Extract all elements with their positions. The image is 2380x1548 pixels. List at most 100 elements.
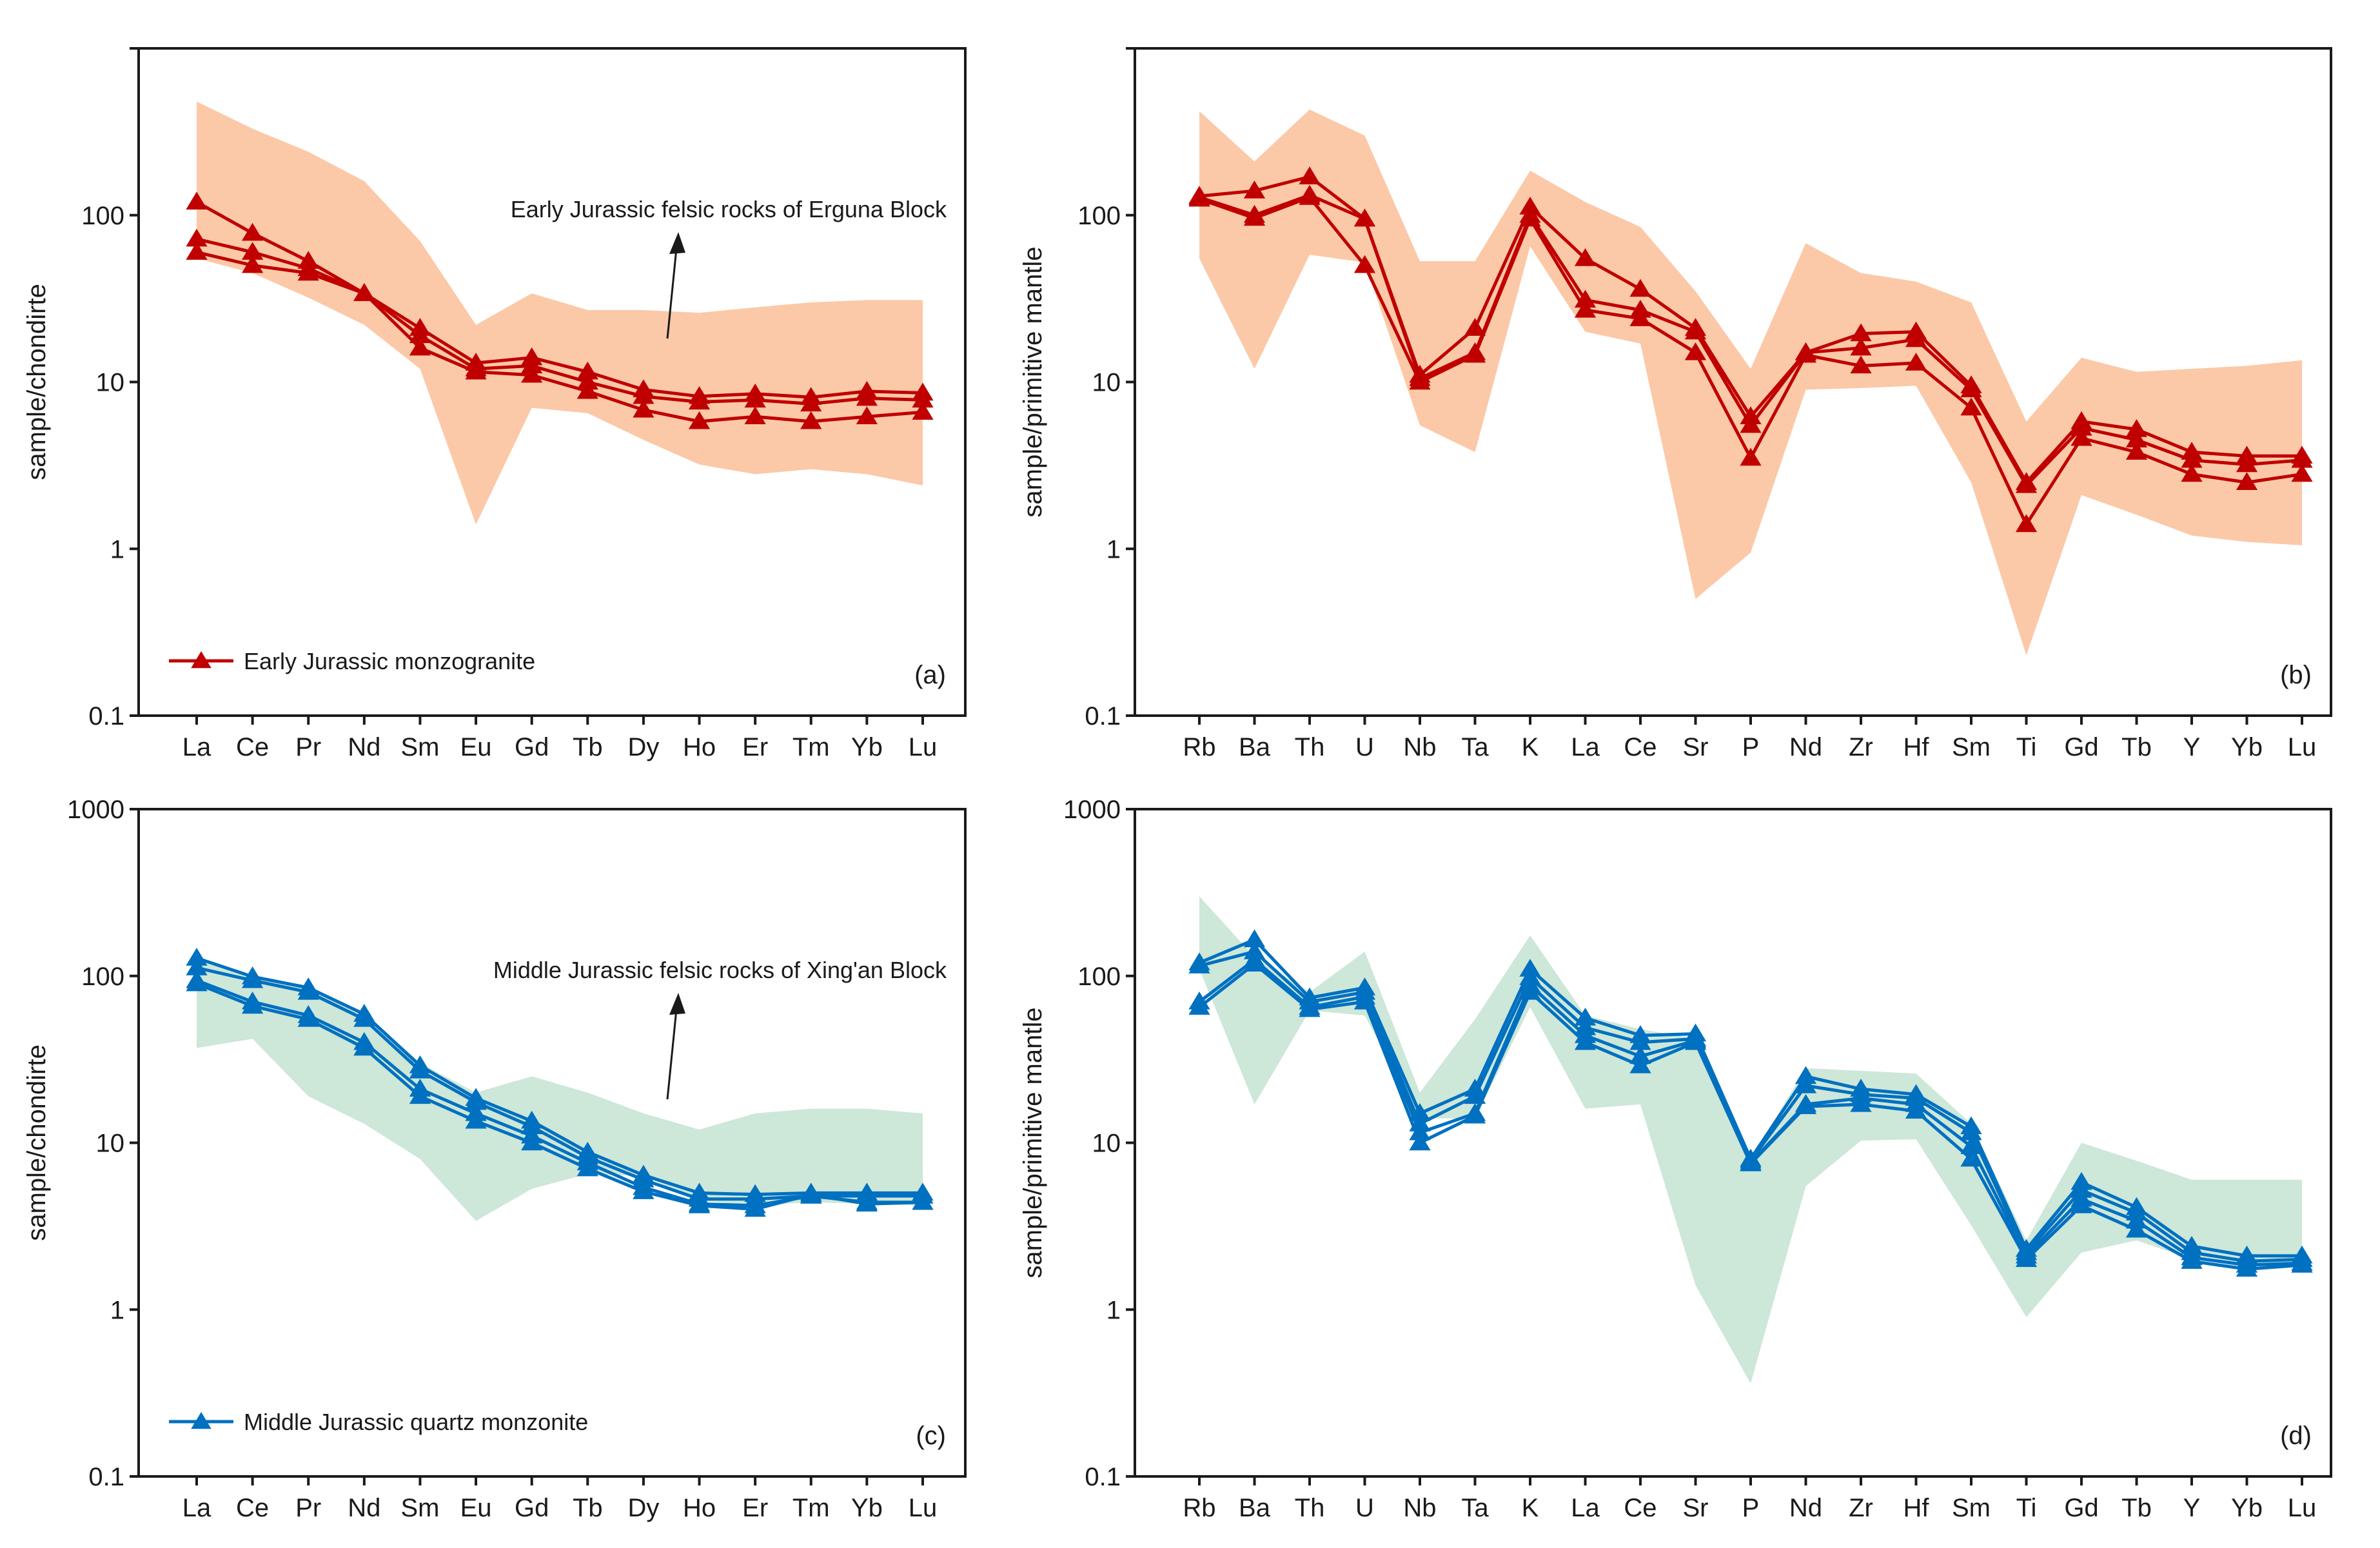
- x-tick-label: Ti: [2016, 733, 2037, 761]
- x-tick-label: Ce: [236, 1494, 269, 1522]
- x-tick-label: Lu: [2288, 1494, 2317, 1522]
- data-point-marker: [409, 337, 431, 356]
- x-tick-label: Y: [2183, 733, 2201, 761]
- data-point-marker: [1905, 1101, 1927, 1119]
- data-point-marker: [2125, 1219, 2148, 1238]
- data-point-marker: [1243, 208, 1266, 226]
- annotation-arrow-shaft: [666, 248, 678, 339]
- data-point-marker: [186, 191, 208, 210]
- data-point-marker: [2181, 1251, 2203, 1269]
- y-tick-label: 1: [110, 1296, 124, 1324]
- data-point-marker: [800, 393, 822, 412]
- x-tick-label: Hf: [1903, 733, 1930, 761]
- data-point-marker: [744, 406, 766, 424]
- x-tick-label: Nb: [1403, 733, 1436, 761]
- data-point-marker: [241, 995, 264, 1014]
- data-point-marker: [688, 391, 711, 410]
- data-point-marker: [1353, 208, 1376, 227]
- x-tick-label: Tb: [2121, 733, 2152, 761]
- x-tick-label: Zr: [1849, 1494, 1873, 1522]
- annotation-text: Early Jurassic felsic rocks of Erguna Bl…: [511, 196, 947, 222]
- series-line-1: [196, 956, 923, 1197]
- x-tick-label: Sm: [1952, 733, 1991, 761]
- data-point-marker: [1574, 248, 1597, 266]
- data-point-marker: [1795, 1075, 1817, 1093]
- range-envelope: [1199, 109, 2302, 656]
- y-tick-label: 1: [1106, 1296, 1121, 1324]
- y-tick-label: 0.1: [88, 702, 124, 730]
- x-tick-label: Sr: [1683, 733, 1709, 761]
- x-tick-label: P: [1742, 1494, 1760, 1522]
- data-point-marker: [1409, 1132, 1431, 1151]
- data-point-marker: [1299, 999, 1321, 1017]
- y-tick-label: 1: [110, 535, 124, 563]
- annotation-text: Middle Jurassic felsic rocks of Xing'an …: [493, 957, 947, 983]
- data-point-marker: [576, 380, 598, 399]
- data-point-marker: [1629, 308, 1651, 326]
- annotation-arrow-head: [669, 993, 685, 1015]
- data-point-marker: [800, 1184, 822, 1202]
- x-tick-label: Ta: [1461, 733, 1489, 761]
- series-line-2: [196, 237, 923, 406]
- data-point-marker: [1960, 379, 1982, 398]
- data-point-marker: [353, 1037, 375, 1056]
- data-point-marker: [1299, 166, 1321, 184]
- x-tick-label: Sm: [400, 733, 439, 761]
- panel-label: (b): [2280, 661, 2312, 689]
- x-tick-label: Nd: [348, 733, 380, 761]
- data-point-marker: [297, 981, 319, 1000]
- y-tick-label: 10: [96, 1130, 125, 1158]
- data-point-marker: [800, 411, 822, 429]
- data-point-marker: [465, 1110, 487, 1129]
- x-tick-label: Ho: [683, 733, 716, 761]
- data-point-marker: [241, 222, 264, 241]
- annotation-arrow-head: [669, 232, 685, 254]
- x-tick-label: Rb: [1183, 1494, 1215, 1522]
- y-tick-label: 1: [1106, 535, 1121, 563]
- data-point-marker: [521, 1132, 543, 1151]
- x-tick-label: Tm: [792, 1494, 830, 1522]
- y-axis-label: sample/primitive mantle: [1019, 246, 1047, 517]
- y-tick-label: 10: [96, 369, 125, 397]
- x-tick-label: Yb: [2231, 733, 2263, 761]
- data-point-marker: [576, 1158, 598, 1177]
- x-tick-label: Ce: [236, 733, 269, 761]
- data-point-marker: [1464, 344, 1486, 363]
- range-envelope: [1199, 896, 2302, 1384]
- data-point-marker: [1795, 1096, 1817, 1114]
- data-point-marker: [297, 262, 319, 281]
- x-tick-label: Gd: [515, 1494, 549, 1522]
- y-tick-label: 1000: [67, 796, 124, 824]
- x-tick-label: Ho: [683, 1494, 716, 1522]
- x-tick-label: Yb: [851, 733, 883, 761]
- data-point-marker: [2015, 1249, 2038, 1268]
- data-point-marker: [1629, 279, 1651, 297]
- x-tick-label: Y: [2183, 1494, 2201, 1522]
- x-tick-label: Ce: [1624, 733, 1657, 761]
- data-point-marker: [186, 973, 208, 992]
- x-tick-label: Tb: [573, 1494, 603, 1522]
- x-tick-label: Nd: [348, 1494, 380, 1522]
- data-point-marker: [186, 242, 208, 260]
- data-point-marker: [2291, 1255, 2313, 1273]
- data-point-marker: [1850, 355, 1872, 374]
- data-point-marker: [1740, 1153, 1762, 1171]
- x-tick-label: Sr: [1683, 1494, 1709, 1522]
- series-line-3: [196, 250, 923, 424]
- x-tick-label: Ta: [1461, 1494, 1489, 1522]
- x-tick-label: Zr: [1849, 733, 1873, 761]
- x-tick-label: Gd: [2064, 1494, 2098, 1522]
- data-point-marker: [1464, 1105, 1486, 1124]
- data-point-marker: [1353, 991, 1376, 1010]
- data-point-marker: [1188, 188, 1210, 207]
- data-point-marker: [2070, 1195, 2092, 1213]
- x-tick-label: Dy: [627, 733, 659, 761]
- x-tick-label: U: [1355, 1494, 1374, 1522]
- y-tick-label: 0.1: [1085, 702, 1121, 730]
- data-point-marker: [633, 1181, 654, 1199]
- data-point-marker: [856, 1193, 878, 1212]
- y-tick-label: 100: [81, 963, 124, 991]
- x-tick-label: Hf: [1903, 1494, 1930, 1522]
- data-point-marker: [1905, 353, 1927, 371]
